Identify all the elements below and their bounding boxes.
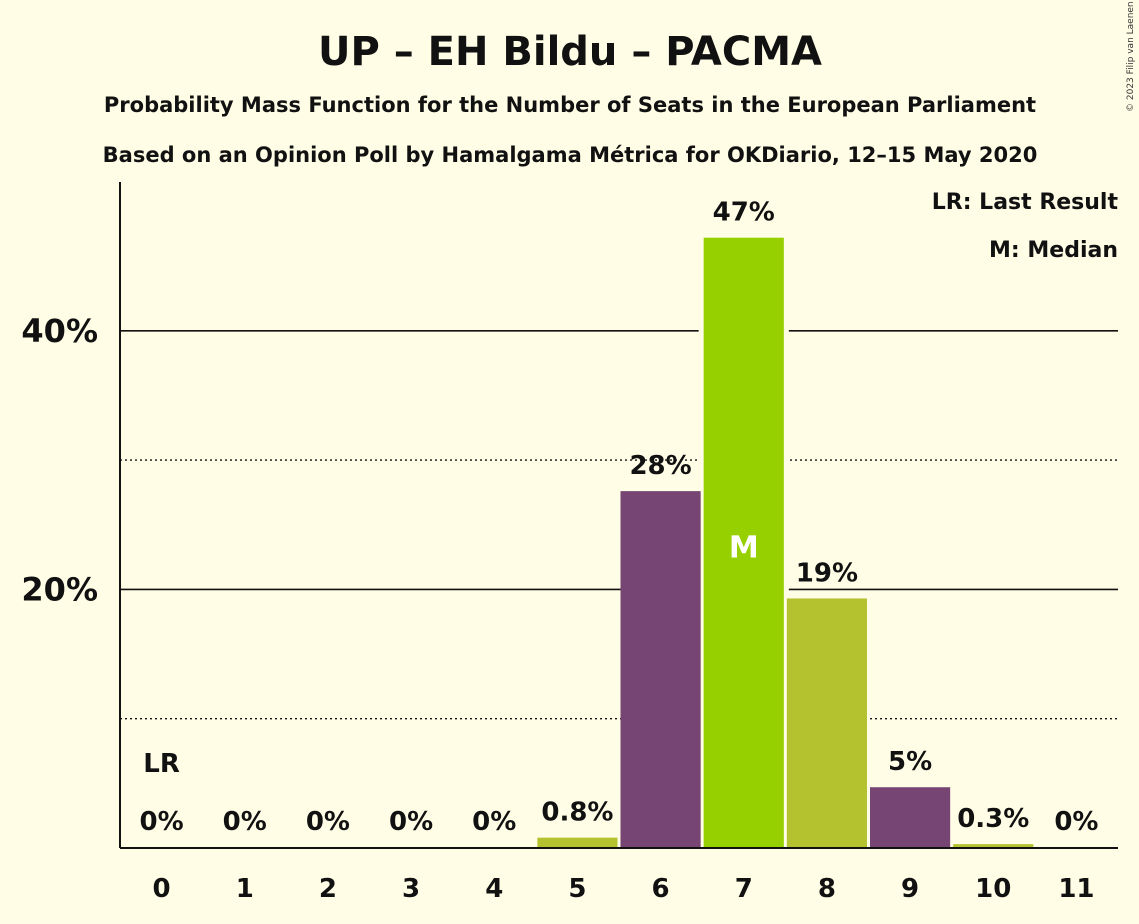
- last-result-marker: LR: [143, 749, 180, 779]
- bar-value-label: 28%: [629, 451, 691, 481]
- bar-value-label: 19%: [796, 558, 858, 588]
- copyright-credit: © 2023 Filip van Laenen: [1126, 1, 1136, 112]
- x-tick-label: 1: [236, 874, 254, 904]
- y-tick-label: 20%: [21, 570, 98, 608]
- bar-value-label: 47%: [713, 198, 775, 228]
- bar-seat-8: [786, 598, 867, 848]
- legend-last-result: LR: Last Result: [932, 190, 1119, 215]
- bar-seat-6: [620, 491, 701, 848]
- legend-median: M: Median: [989, 238, 1118, 263]
- chart-subtitle: Probability Mass Function for the Number…: [104, 93, 1036, 117]
- y-tick-label: 40%: [21, 312, 98, 350]
- bar-value-label: 0%: [472, 807, 516, 837]
- gridlines: [120, 232, 1118, 849]
- median-marker: M: [729, 531, 759, 566]
- x-tick-label: 0: [153, 874, 171, 904]
- x-tick-label: 2: [319, 874, 337, 904]
- bar-value-label: 0%: [306, 807, 350, 837]
- bar-seat-10: [953, 844, 1034, 848]
- bar-seat-7: [703, 237, 784, 849]
- x-tick-label: 5: [568, 874, 586, 904]
- bar-value-label: 0%: [1054, 807, 1098, 837]
- bar-value-label: 0%: [389, 807, 433, 837]
- x-tick-label: 11: [1058, 874, 1094, 904]
- bars: [537, 237, 1034, 849]
- chart-title: UP – EH Bildu – PACMA: [318, 29, 822, 75]
- x-tick-label: 8: [818, 874, 836, 904]
- bar-seat-9: [870, 787, 951, 848]
- axes: 20% 40% 0 1 2 3 4 5 6 7 8 9 10 11: [21, 182, 1118, 904]
- x-tick-label: 10: [975, 874, 1011, 904]
- bar-seat-5: [537, 837, 618, 848]
- bar-value-label: 0%: [223, 807, 267, 837]
- bar-value-label: 0.3%: [957, 804, 1029, 834]
- x-tick-label: 9: [901, 874, 919, 904]
- data-labels: 0% 0% 0% 0% 0% 0.8% 28% 47% 19% 5% 0.3% 0% M LR: [140, 198, 1099, 837]
- x-tick-label: 7: [735, 874, 753, 904]
- x-tick-label: 6: [652, 874, 670, 904]
- bar-value-label: 5%: [888, 747, 932, 777]
- bar-value-label: 0.8%: [541, 798, 613, 828]
- x-tick-label: 4: [485, 874, 503, 904]
- x-tick-label: 3: [402, 874, 420, 904]
- bar-value-label: 0%: [140, 807, 184, 837]
- chart-subtitle-2: Based on an Opinion Poll by Hamalgama Mé…: [103, 143, 1038, 167]
